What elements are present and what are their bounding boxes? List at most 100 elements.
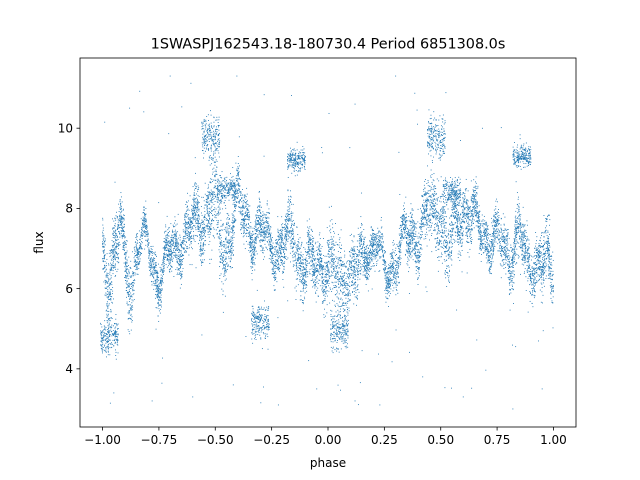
data-point — [288, 213, 289, 215]
data-point — [214, 164, 216, 166]
data-point — [142, 220, 144, 221]
data-point — [199, 227, 201, 228]
data-point — [493, 236, 495, 238]
data-point — [274, 279, 275, 281]
data-point — [334, 244, 336, 246]
data-point — [525, 229, 527, 231]
data-point — [386, 297, 388, 299]
data-point — [509, 276, 511, 278]
data-point — [387, 283, 389, 285]
data-point — [347, 283, 349, 284]
data-point — [358, 252, 360, 254]
data-point — [381, 238, 383, 240]
data-point — [284, 236, 286, 238]
data-point — [383, 270, 385, 272]
data-point — [137, 233, 139, 235]
data-point — [525, 242, 527, 244]
data-point — [330, 247, 332, 248]
data-point — [487, 250, 489, 252]
data-point — [298, 256, 300, 258]
data-point — [360, 247, 362, 249]
data-point — [412, 259, 414, 261]
data-point — [428, 216, 429, 218]
data-point — [380, 233, 382, 235]
data-point — [234, 198, 236, 199]
data-point — [219, 275, 221, 276]
data-point — [378, 247, 380, 249]
data-point — [179, 266, 181, 268]
data-point — [536, 269, 538, 271]
data-point — [541, 235, 542, 237]
data-point — [416, 255, 418, 257]
data-point — [347, 268, 349, 270]
data-point — [388, 284, 390, 286]
data-point — [278, 247, 280, 249]
data-point — [356, 268, 358, 270]
data-point — [482, 232, 484, 234]
data-point — [238, 206, 239, 208]
data-point — [277, 254, 279, 256]
data-point — [310, 239, 312, 241]
data-point — [546, 242, 547, 244]
data-point — [114, 250, 116, 252]
data-point — [493, 219, 495, 221]
data-point — [294, 243, 296, 245]
data-point — [395, 284, 397, 286]
data-point — [470, 240, 471, 242]
data-point — [321, 289, 323, 291]
data-point — [152, 245, 154, 247]
data-point — [528, 255, 530, 257]
data-point — [513, 249, 515, 251]
data-point — [127, 291, 129, 293]
data-point — [116, 254, 118, 256]
data-point — [166, 245, 167, 247]
data-point — [434, 212, 436, 214]
data-point — [295, 246, 297, 248]
data-point — [124, 262, 126, 264]
data-point — [295, 278, 297, 280]
data-point — [288, 196, 290, 198]
data-point — [275, 256, 277, 258]
data-point — [490, 253, 492, 254]
data-point — [303, 275, 305, 277]
data-point — [504, 255, 506, 257]
data-point — [210, 194, 212, 195]
data-point — [262, 218, 264, 220]
data-point — [194, 188, 196, 189]
data-point — [297, 259, 299, 261]
data-point — [330, 259, 332, 261]
data-point — [227, 251, 229, 253]
data-point — [248, 211, 250, 213]
data-point — [170, 243, 172, 245]
data-point — [141, 248, 143, 250]
data-point — [222, 256, 224, 258]
data-point — [503, 264, 505, 266]
data-point — [548, 257, 550, 259]
data-point — [119, 207, 121, 209]
data-point — [176, 242, 178, 244]
data-point — [201, 261, 203, 263]
data-point — [443, 207, 445, 209]
data-point — [165, 237, 167, 239]
data-point — [102, 246, 104, 248]
data-point — [465, 234, 467, 236]
data-point — [471, 200, 473, 202]
data-point — [236, 170, 238, 172]
data-point — [308, 227, 310, 229]
data-point — [498, 209, 499, 210]
data-point — [329, 247, 331, 249]
data-point — [348, 310, 350, 312]
data-point — [382, 250, 384, 252]
data-point — [363, 268, 365, 270]
data-point — [130, 317, 131, 319]
data-point — [215, 179, 217, 181]
data-point — [297, 246, 299, 248]
data-point — [233, 211, 235, 213]
data-point — [506, 241, 508, 243]
data-point — [514, 239, 516, 241]
data-point — [436, 218, 438, 220]
data-point — [236, 201, 238, 203]
data-point — [160, 279, 162, 281]
data-point — [110, 266, 112, 268]
data-point — [150, 272, 152, 274]
